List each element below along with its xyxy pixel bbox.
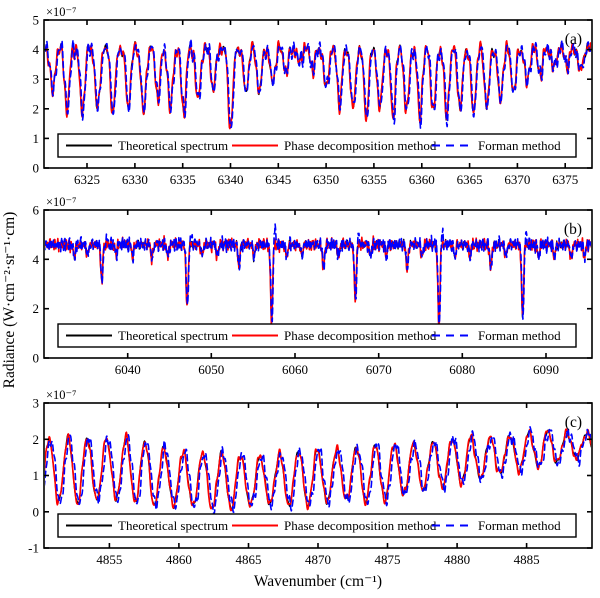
panel-c: 4855 4860 4865 4870 4875 4880 4885 -1 0 1 2 3 ×10⁻⁷ (…	[28, 388, 593, 567]
ticks-a: 6325 6330 6335 6340 6345 6350 6355 6360 6365 6370…	[33, 13, 592, 187]
x-tick-label: 6350	[313, 172, 339, 187]
x-tick-label: 6080	[449, 362, 475, 377]
x-tick-label: 6040	[115, 362, 141, 377]
y-tick-label: 2	[33, 301, 40, 316]
legend-label: Forman method	[478, 138, 561, 153]
legend-label: Forman method	[478, 518, 561, 533]
legend-label: Theoretical spectrum	[118, 328, 228, 343]
y-tick-label: 3	[33, 396, 40, 411]
x-tick-label: 4870	[305, 552, 331, 567]
x-tick-label: 6060	[282, 362, 308, 377]
plot-area-c	[45, 426, 591, 516]
x-tick-label: 4875	[375, 552, 401, 567]
legend-box	[57, 513, 577, 538]
panel-letter-a: (a)	[565, 31, 582, 48]
legend-a: Theoretical spectrum Phase decomposition …	[57, 133, 577, 158]
panel-b: 6040 6050 6060 6070 6080 6090 0 2 4 6 ×10⁻⁷ (b) Theo…	[33, 195, 593, 377]
panel-letter-b: (b)	[564, 221, 582, 238]
y-tick-label: 0	[33, 351, 40, 366]
x-tick-label: 6070	[366, 362, 392, 377]
y-tick-label: 0	[33, 161, 40, 176]
y-scale-label: ×10⁻⁷	[46, 5, 77, 19]
x-tick-label: 6050	[198, 362, 224, 377]
legend-box	[57, 323, 577, 348]
plot-area-a	[45, 38, 591, 130]
legend-label: Phase decomposition method	[284, 518, 437, 533]
x-tick-label: 4885	[514, 552, 540, 567]
legend-b: Theoretical spectrum Phase decomposition …	[57, 323, 577, 348]
series-phase-decomposition-method	[45, 234, 591, 332]
y-tick-label: 6	[33, 203, 40, 218]
y-tick-label: 4	[33, 252, 40, 267]
x-tick-label: 6365	[457, 172, 483, 187]
legend-c: Theoretical spectrum Phase decomposition …	[57, 513, 577, 538]
x-tick-label: 6090	[533, 362, 559, 377]
series-theoretical-spectrum	[45, 237, 591, 329]
x-tick-label: 6360	[409, 172, 435, 187]
legend-box	[57, 133, 577, 158]
y-tick-label: 1	[33, 131, 40, 146]
axes-box-b	[43, 209, 593, 359]
y-scale-label: ×10⁻⁷	[46, 195, 77, 209]
x-tick-label: 4865	[236, 552, 262, 567]
legend-label: Theoretical spectrum	[118, 138, 228, 153]
legend-label: Forman method	[478, 328, 561, 343]
plot-area-b	[45, 223, 591, 332]
panel-letter-c: (c)	[565, 414, 582, 431]
legend-label: Phase decomposition method	[284, 138, 437, 153]
ticks-b: 6040 6050 6060 6070 6080 6090 0 2 4 6	[33, 203, 592, 377]
y-tick-label: 4	[33, 42, 40, 57]
x-tick-label: 6345	[265, 172, 291, 187]
panel-a: 6325 6330 6335 6340 6345 6350 6355 6360 6365 6370…	[33, 5, 593, 187]
legend-label: Phase decomposition method	[284, 328, 437, 343]
x-tick-label: 6340	[218, 172, 244, 187]
x-tick-label: 4880	[444, 552, 470, 567]
y-tick-label: 1	[33, 468, 40, 483]
y-tick-label: 3	[33, 72, 40, 87]
series-forman-method	[45, 38, 591, 129]
x-axis-label: Wavenumber (cm⁻¹)	[253, 573, 383, 590]
x-tick-label: 6375	[552, 172, 578, 187]
series-forman-method	[45, 223, 591, 330]
y-tick-label: 2	[33, 432, 40, 447]
axes-box-a	[43, 19, 593, 169]
x-tick-label: 6335	[170, 172, 196, 187]
ticks-c: 4855 4860 4865 4870 4875 4880 4885 -1 0 1 2 3	[28, 396, 592, 567]
legend-label: Theoretical spectrum	[118, 518, 228, 533]
y-scale-label: ×10⁻⁷	[46, 388, 77, 402]
y-axis-label: Radiance (W·cm⁻²·sr⁻¹·cm)	[1, 211, 18, 389]
y-tick-label: 2	[33, 101, 40, 116]
y-tick-label: 5	[33, 13, 40, 28]
x-tick-label: 6325	[74, 172, 100, 187]
x-tick-label: 6330	[122, 172, 148, 187]
y-tick-label: -1	[28, 541, 39, 556]
y-tick-label: 0	[33, 504, 40, 519]
x-tick-label: 4855	[96, 552, 122, 567]
x-tick-label: 6370	[504, 172, 530, 187]
x-tick-label: 4860	[166, 552, 192, 567]
x-tick-label: 6355	[361, 172, 387, 187]
series-forman-method	[45, 426, 591, 516]
